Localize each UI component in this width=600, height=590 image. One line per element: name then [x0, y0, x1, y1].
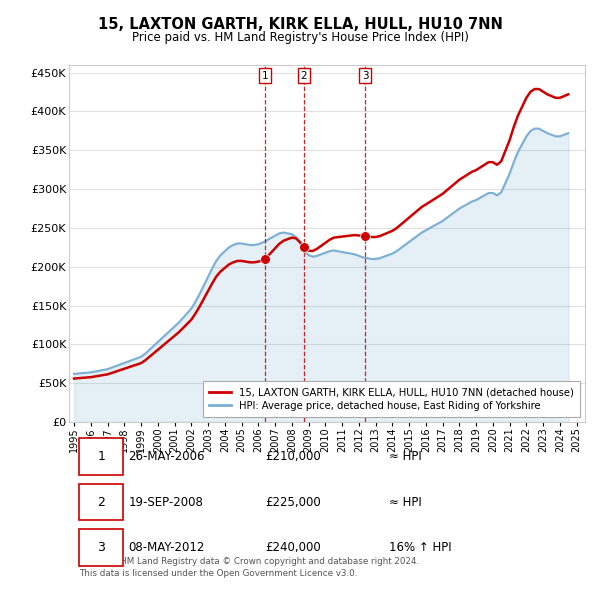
Text: 3: 3	[362, 71, 368, 81]
Text: 26-MAY-2006: 26-MAY-2006	[128, 450, 205, 463]
Text: 15, LAXTON GARTH, KIRK ELLA, HULL, HU10 7NN: 15, LAXTON GARTH, KIRK ELLA, HULL, HU10 …	[98, 17, 502, 31]
Text: Contains HM Land Registry data © Crown copyright and database right 2024.
This d: Contains HM Land Registry data © Crown c…	[79, 557, 419, 578]
Text: 16% ↑ HPI: 16% ↑ HPI	[389, 541, 452, 554]
Text: 3: 3	[97, 541, 105, 554]
Text: 1: 1	[97, 450, 105, 463]
FancyBboxPatch shape	[79, 484, 123, 520]
Text: £240,000: £240,000	[265, 541, 321, 554]
Legend: 15, LAXTON GARTH, KIRK ELLA, HULL, HU10 7NN (detached house), HPI: Average price: 15, LAXTON GARTH, KIRK ELLA, HULL, HU10 …	[203, 382, 580, 417]
Text: 1: 1	[262, 71, 268, 81]
Text: 08-MAY-2012: 08-MAY-2012	[128, 541, 205, 554]
Text: 2: 2	[97, 496, 105, 509]
Text: ≈ HPI: ≈ HPI	[389, 496, 422, 509]
Text: Price paid vs. HM Land Registry's House Price Index (HPI): Price paid vs. HM Land Registry's House …	[131, 31, 469, 44]
FancyBboxPatch shape	[79, 438, 123, 475]
Text: 19-SEP-2008: 19-SEP-2008	[128, 496, 203, 509]
Text: 2: 2	[301, 71, 307, 81]
Text: £225,000: £225,000	[265, 496, 321, 509]
FancyBboxPatch shape	[79, 529, 123, 566]
Text: £210,000: £210,000	[265, 450, 321, 463]
Text: ≈ HPI: ≈ HPI	[389, 450, 422, 463]
